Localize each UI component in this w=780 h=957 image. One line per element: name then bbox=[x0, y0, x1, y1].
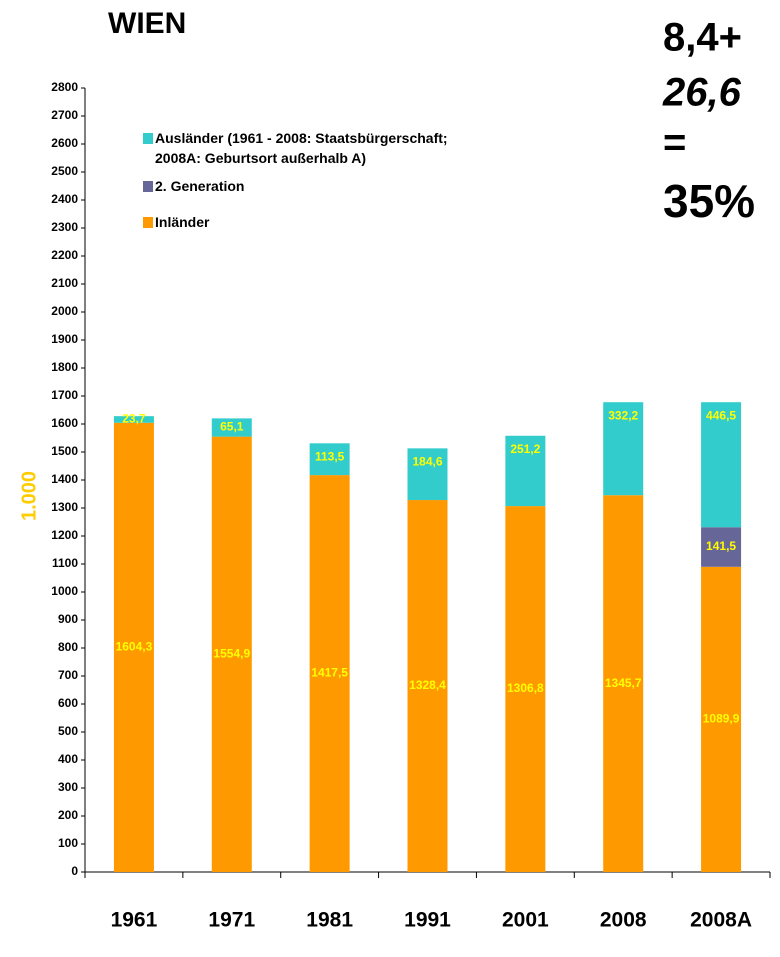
bar-segment bbox=[505, 506, 546, 872]
data-label: 1306,8 bbox=[507, 681, 544, 695]
bar-segment bbox=[113, 416, 154, 423]
x-tick-label: 2008 bbox=[600, 909, 647, 932]
bar-segment bbox=[309, 443, 350, 476]
bar-segment bbox=[505, 435, 546, 507]
y-tick-label: 200 bbox=[58, 808, 78, 822]
legend-label: 2. Generation bbox=[155, 178, 245, 194]
x-tick-label: 2008A bbox=[690, 909, 752, 932]
y-tick-label: 2600 bbox=[51, 136, 78, 150]
data-label: 23,7 bbox=[122, 412, 146, 426]
y-tick-label: 500 bbox=[58, 724, 78, 738]
y-tick-label: 400 bbox=[58, 752, 78, 766]
y-tick-label: 800 bbox=[58, 640, 78, 654]
legend-label: Inländer bbox=[155, 214, 210, 230]
y-tick-label: 700 bbox=[58, 668, 78, 682]
y-tick-label: 1200 bbox=[51, 528, 78, 542]
legend-swatch bbox=[143, 217, 153, 228]
y-tick-label: 1400 bbox=[51, 472, 78, 486]
data-label: 1089,9 bbox=[703, 712, 740, 726]
y-tick-label: 2200 bbox=[51, 248, 78, 262]
legend-item: 2. Generation bbox=[143, 176, 448, 196]
annotation: 35% bbox=[663, 175, 755, 227]
bar-segment bbox=[701, 402, 742, 528]
x-tick-label: 1981 bbox=[306, 909, 353, 932]
y-tick-label: 2700 bbox=[51, 108, 78, 122]
data-label: 1345,7 bbox=[605, 676, 642, 690]
annotation: = bbox=[663, 121, 686, 165]
y-tick-label: 1300 bbox=[51, 500, 78, 514]
legend-label: Ausländer (1961 - 2008: Staatsbürgerscha… bbox=[155, 130, 448, 166]
data-label: 141,5 bbox=[706, 539, 736, 553]
y-tick-label: 1000 bbox=[51, 584, 78, 598]
y-tick-label: 2300 bbox=[51, 220, 78, 234]
chart-title: WIEN bbox=[108, 7, 186, 40]
bar-segment bbox=[407, 500, 448, 872]
bar-segment bbox=[603, 402, 644, 496]
y-tick-label: 300 bbox=[58, 780, 78, 794]
bar-segment bbox=[701, 527, 742, 567]
y-tick-label: 1700 bbox=[51, 388, 78, 402]
y-tick-label: 2100 bbox=[51, 276, 78, 290]
data-label: 113,5 bbox=[315, 449, 345, 463]
data-label: 65,1 bbox=[220, 420, 244, 434]
y-tick-label: 900 bbox=[58, 612, 78, 626]
x-tick-label: 1971 bbox=[208, 909, 255, 932]
legend-item: Ausländer (1961 - 2008: Staatsbürgerscha… bbox=[143, 128, 448, 168]
data-label: 251,2 bbox=[510, 442, 540, 456]
y-tick-label: 2500 bbox=[51, 164, 78, 178]
legend: Ausländer (1961 - 2008: Staatsbürgerscha… bbox=[143, 128, 448, 240]
bar-segment bbox=[309, 475, 350, 872]
data-label: 332,2 bbox=[608, 408, 638, 422]
data-label: 1417,5 bbox=[311, 666, 348, 680]
annotation: 8,4+ bbox=[663, 16, 742, 60]
y-tick-label: 600 bbox=[58, 696, 78, 710]
y-tick-label: 100 bbox=[58, 836, 78, 850]
y-tick-label: 2000 bbox=[51, 304, 78, 318]
x-tick-label: 1991 bbox=[404, 909, 451, 932]
bar-segment bbox=[113, 422, 154, 872]
bar-segment bbox=[407, 448, 448, 501]
legend-swatch bbox=[143, 181, 153, 192]
y-tick-label: 1900 bbox=[51, 332, 78, 346]
y-tick-label: 2400 bbox=[51, 192, 78, 206]
annotation: 26,6 bbox=[662, 71, 742, 115]
x-tick-label: 1961 bbox=[111, 909, 158, 932]
y-tick-label: 1800 bbox=[51, 360, 78, 374]
bar-segment bbox=[701, 566, 742, 872]
y-tick-label: 0 bbox=[71, 864, 78, 878]
y-axis-label: 1.000 bbox=[18, 471, 40, 521]
y-tick-label: 1600 bbox=[51, 416, 78, 430]
bar-segment bbox=[211, 436, 252, 872]
data-label: 446,5 bbox=[706, 408, 736, 422]
legend-swatch bbox=[143, 133, 153, 144]
legend-item: Inländer bbox=[143, 212, 448, 232]
x-tick-label: 2001 bbox=[502, 909, 549, 932]
y-tick-label: 1100 bbox=[52, 556, 78, 570]
data-label: 1554,9 bbox=[213, 646, 250, 660]
data-label: 184,6 bbox=[412, 455, 442, 469]
bar-segment bbox=[603, 495, 644, 872]
y-tick-label: 2800 bbox=[51, 80, 78, 94]
bar-segment bbox=[211, 418, 252, 437]
y-tick-label: 1500 bbox=[51, 444, 78, 458]
data-label: 1328,4 bbox=[409, 678, 446, 692]
data-label: 1604,3 bbox=[116, 640, 153, 654]
